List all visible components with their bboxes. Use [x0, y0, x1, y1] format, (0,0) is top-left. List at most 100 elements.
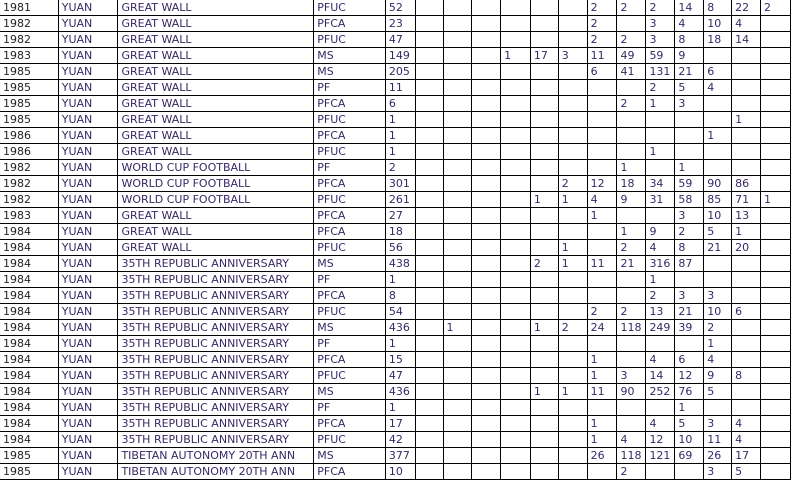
value-cell[interactable]: 2: [616, 239, 647, 256]
value-cell[interactable]: [442, 303, 473, 320]
value-cell[interactable]: [414, 255, 444, 272]
value-cell[interactable]: 21: [674, 303, 705, 320]
value-cell[interactable]: [557, 127, 588, 144]
value-cell[interactable]: 49: [616, 47, 647, 64]
value-cell[interactable]: [557, 463, 588, 480]
value-cell[interactable]: [557, 335, 588, 352]
issue-name-cell[interactable]: GREAT WALL: [117, 111, 315, 128]
value-cell[interactable]: 1: [760, 191, 791, 208]
value-cell[interactable]: 86: [731, 175, 762, 192]
value-cell[interactable]: [674, 111, 705, 128]
value-cell[interactable]: [731, 383, 762, 400]
value-cell[interactable]: [760, 159, 791, 176]
value-cell[interactable]: [616, 143, 647, 160]
value-cell[interactable]: 2: [586, 31, 618, 48]
year-cell[interactable]: 1983: [0, 47, 59, 64]
year-cell[interactable]: 1985: [0, 63, 59, 80]
value-cell[interactable]: [500, 0, 531, 16]
value-cell[interactable]: [500, 239, 531, 256]
value-cell[interactable]: 1: [529, 383, 559, 400]
value-cell[interactable]: 21: [674, 63, 705, 80]
value-cell[interactable]: [616, 287, 647, 304]
value-cell[interactable]: [471, 175, 502, 192]
year-cell[interactable]: 1984: [0, 431, 59, 448]
value-cell[interactable]: [760, 399, 791, 416]
issue-name-cell[interactable]: TIBETAN AUTONOMY 20TH ANN: [117, 463, 315, 480]
value-cell[interactable]: 12: [586, 175, 618, 192]
currency-cell[interactable]: YUAN: [57, 47, 119, 64]
value-cell[interactable]: [645, 463, 676, 480]
issue-name-cell[interactable]: GREAT WALL: [117, 143, 315, 160]
total-cell[interactable]: 54: [384, 303, 416, 320]
value-cell[interactable]: 10: [703, 15, 733, 32]
value-cell[interactable]: 26: [703, 447, 733, 464]
value-cell[interactable]: 1: [645, 95, 676, 112]
value-cell[interactable]: [557, 63, 588, 80]
year-cell[interactable]: 1985: [0, 447, 59, 464]
issue-name-cell[interactable]: TIBETAN AUTONOMY 20TH ANN: [117, 447, 315, 464]
year-cell[interactable]: 1984: [0, 287, 59, 304]
issue-name-cell[interactable]: 35TH REPUBLIC ANNIVERSARY: [117, 255, 315, 272]
total-cell[interactable]: 17: [384, 415, 416, 432]
value-cell[interactable]: [414, 415, 444, 432]
value-cell[interactable]: [471, 447, 502, 464]
value-cell[interactable]: [442, 15, 473, 32]
value-cell[interactable]: [414, 15, 444, 32]
value-cell[interactable]: [760, 143, 791, 160]
total-cell[interactable]: 1: [384, 335, 416, 352]
year-cell[interactable]: 1984: [0, 383, 59, 400]
currency-cell[interactable]: YUAN: [57, 175, 119, 192]
value-cell[interactable]: 13: [645, 303, 676, 320]
value-cell[interactable]: 76: [674, 383, 705, 400]
type-cell[interactable]: PFUC: [313, 0, 386, 16]
currency-cell[interactable]: YUAN: [57, 335, 119, 352]
value-cell[interactable]: [500, 223, 531, 240]
type-cell[interactable]: PF: [313, 335, 386, 352]
value-cell[interactable]: [586, 143, 618, 160]
value-cell[interactable]: [557, 0, 588, 16]
value-cell[interactable]: [760, 127, 791, 144]
value-cell[interactable]: 41: [616, 63, 647, 80]
year-cell[interactable]: 1984: [0, 223, 59, 240]
value-cell[interactable]: [760, 207, 791, 224]
value-cell[interactable]: [529, 463, 559, 480]
value-cell[interactable]: [731, 159, 762, 176]
value-cell[interactable]: 5: [703, 383, 733, 400]
value-cell[interactable]: 1: [731, 111, 762, 128]
value-cell[interactable]: [703, 47, 733, 64]
type-cell[interactable]: PFCA: [313, 415, 386, 432]
value-cell[interactable]: [414, 47, 444, 64]
value-cell[interactable]: [529, 143, 559, 160]
value-cell[interactable]: 59: [674, 175, 705, 192]
value-cell[interactable]: [529, 431, 559, 448]
value-cell[interactable]: 4: [616, 431, 647, 448]
value-cell[interactable]: [760, 175, 791, 192]
value-cell[interactable]: 2: [616, 31, 647, 48]
value-cell[interactable]: [414, 431, 444, 448]
value-cell[interactable]: [414, 143, 444, 160]
value-cell[interactable]: [731, 127, 762, 144]
value-cell[interactable]: 31: [645, 191, 676, 208]
type-cell[interactable]: PF: [313, 399, 386, 416]
value-cell[interactable]: [442, 143, 473, 160]
year-cell[interactable]: 1985: [0, 463, 59, 480]
value-cell[interactable]: [471, 335, 502, 352]
value-cell[interactable]: [529, 399, 559, 416]
issue-name-cell[interactable]: 35TH REPUBLIC ANNIVERSARY: [117, 383, 315, 400]
issue-name-cell[interactable]: GREAT WALL: [117, 47, 315, 64]
value-cell[interactable]: 2: [616, 463, 647, 480]
value-cell[interactable]: 3: [703, 415, 733, 432]
value-cell[interactable]: [529, 159, 559, 176]
value-cell[interactable]: 14: [645, 367, 676, 384]
type-cell[interactable]: PFCA: [313, 463, 386, 480]
value-cell[interactable]: 17: [529, 47, 559, 64]
value-cell[interactable]: [500, 415, 531, 432]
value-cell[interactable]: [529, 287, 559, 304]
value-cell[interactable]: 6: [731, 303, 762, 320]
value-cell[interactable]: 10: [674, 431, 705, 448]
value-cell[interactable]: [414, 95, 444, 112]
currency-cell[interactable]: YUAN: [57, 63, 119, 80]
year-cell[interactable]: 1984: [0, 351, 59, 368]
currency-cell[interactable]: YUAN: [57, 303, 119, 320]
value-cell[interactable]: 1: [616, 159, 647, 176]
